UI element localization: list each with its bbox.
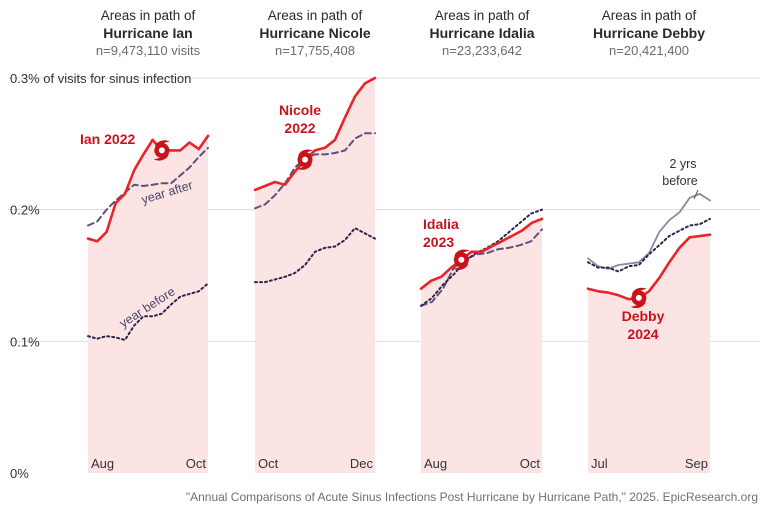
hurricane-icon-3 xyxy=(630,287,647,309)
panel-3-title-line2: Hurricane Debby xyxy=(593,25,705,41)
panel-3-x-start: Jul xyxy=(591,456,608,471)
y-tick-label-0: 0% xyxy=(10,466,29,481)
panel-2-n: n=23,233,642 xyxy=(442,43,522,58)
panel-3-area xyxy=(588,234,710,473)
source-citation: "Annual Comparisons of Acute Sinus Infec… xyxy=(185,490,758,504)
panel-0-title-line2: Hurricane Ian xyxy=(103,25,192,41)
panel-1-x-start: Oct xyxy=(258,456,279,471)
panel-0-line-before xyxy=(87,282,209,341)
panel-0-title-line1: Areas in path of xyxy=(101,8,196,23)
panel-2-x-end: Oct xyxy=(520,456,541,471)
annotation-2yrs-leader xyxy=(693,189,699,200)
panel-2-line-after xyxy=(420,228,543,307)
hurricane-icon-0 xyxy=(153,140,170,161)
hurricane-icon-2 xyxy=(453,249,470,270)
panel-2-hurricane-label: Idalia 2023 xyxy=(423,216,459,250)
annotation-2yrs-line1: 2 yrs xyxy=(669,157,696,171)
panel-0-area xyxy=(88,135,208,473)
y-tick-label-1: 0.1% xyxy=(10,334,40,349)
hurricane-icon-1 xyxy=(297,149,313,170)
annotation-2yrs-line2: before xyxy=(662,174,697,188)
panel-0-line-after xyxy=(87,146,209,227)
panel-1-hurricane-label: Nicole 2022 xyxy=(279,102,321,136)
y-tick-label-2: 0.2% xyxy=(10,203,40,218)
panel-1-area xyxy=(255,78,375,473)
panel-1-line-current xyxy=(253,76,377,192)
panel-0-x-end: Oct xyxy=(186,456,207,471)
panel-2-title-line1: Areas in path of xyxy=(435,8,530,23)
panel-1-n: n=17,755,408 xyxy=(275,43,355,58)
panel-0-n: n=9,473,110 visits xyxy=(96,43,201,58)
panel-3-x-end: Sep xyxy=(685,456,708,471)
panel-3-line-two_years xyxy=(587,193,711,270)
panel-3-n: n=20,421,400 xyxy=(609,43,689,58)
panel-3-line-before xyxy=(587,217,711,273)
panel-2-line-current xyxy=(419,217,544,290)
panel-1-title-line1: Areas in path of xyxy=(268,8,363,23)
panel-3-title-line1: Areas in path of xyxy=(602,8,697,23)
panel-3-line-current xyxy=(586,233,712,301)
panel-2-title-line2: Hurricane Idalia xyxy=(429,25,534,41)
panel-0-x-start: Aug xyxy=(91,456,114,471)
panel-2-x-start: Aug xyxy=(424,456,447,471)
panel-1-line-before xyxy=(254,227,376,284)
panel-1-x-end: Dec xyxy=(350,456,374,471)
panel-2-area xyxy=(421,218,542,473)
panel-3-hurricane-label: Debby 2024 xyxy=(622,308,665,342)
panel-0-hurricane-label: Ian 2022 xyxy=(80,131,135,147)
panel-1-line-after xyxy=(254,132,376,210)
panel-1-title-line2: Hurricane Nicole xyxy=(259,25,370,41)
panel-0-line-current xyxy=(86,134,210,243)
y-tick-label-3: 0.3% of visits for sinus infection xyxy=(10,71,191,86)
